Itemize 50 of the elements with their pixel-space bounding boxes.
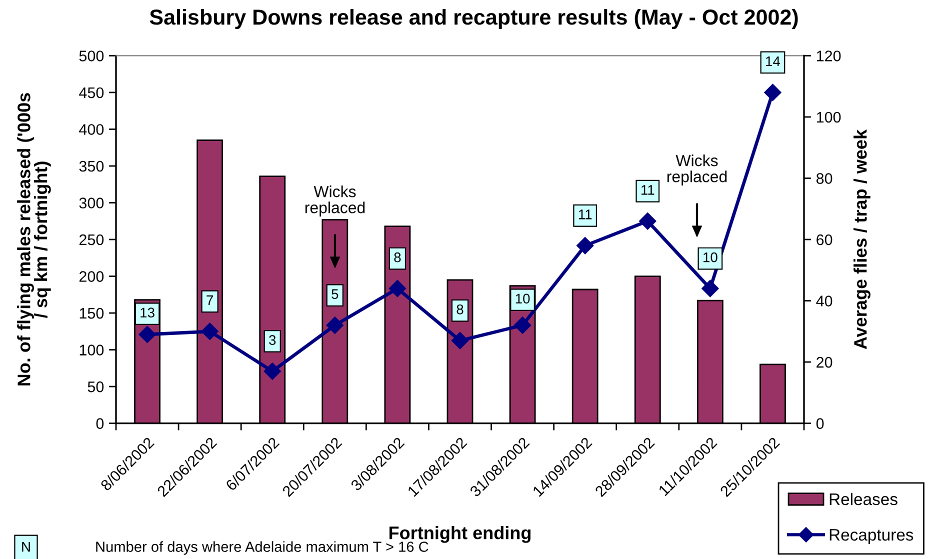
point [576,237,594,254]
point [639,212,656,230]
legend-label: Recaptures [830,529,914,544]
point [451,332,469,350]
y-tick-label: 0 [96,418,104,429]
y-tick-label: 300 [79,198,104,208]
point [201,322,218,340]
text: Number of days where Adelaide maximum T > 16 C [96,541,428,555]
annotation: 5 [332,289,338,299]
annotation: 8 [394,252,401,262]
y2-tick-label: 60 [816,234,832,246]
y-tick-label: 450 [79,87,104,98]
y2-tick-label: 0 [816,418,824,429]
annotation: 11 [578,210,592,220]
legend-label: Releases [830,492,898,506]
text: N [22,542,30,552]
annotation: 10 [516,294,530,304]
annotation: 8 [456,304,464,314]
annotation: 3 [269,335,276,345]
point [702,280,719,298]
y-tick-label: 500 [79,50,104,62]
y-axis-title: No. of flying males released ('000s / sq km / fortnight) [17,93,51,386]
y-tick-label: 100 [80,344,104,356]
annotation: 13 [140,308,154,318]
annotation: Wicks replaced [667,154,727,186]
y2-tick-label: 40 [816,296,832,306]
annotation: 7 [206,295,213,305]
y2-axis-title: Average flies / trap / week [854,129,870,350]
y-tick-label: 50 [88,381,104,392]
y-tick-label: 200 [79,271,104,282]
y2-tick-label: 80 [816,173,832,184]
y2-tick-label: 120 [816,50,841,62]
point [326,316,344,334]
annotation: 14 [766,56,780,66]
x-axis-title: Fortnight ending [390,526,530,543]
y-tick-label: 400 [79,124,104,135]
y2-tick-label: 20 [816,356,832,368]
annotation: 11 [641,185,654,195]
chart-title: Salisbury Downs release and recapture results (May - Oct 2002) [150,8,798,30]
annotation: Wicks replaced [305,186,365,216]
point [764,84,782,102]
annotation: 10 [704,252,718,262]
point [138,326,156,344]
point [388,280,406,298]
y2-tick-label: 100 [816,112,841,123]
y-tick-label: 150 [80,308,104,319]
point [264,362,281,380]
y-tick-label: 350 [79,160,104,172]
y-tick-label: 250 [79,234,104,246]
point [514,316,532,334]
